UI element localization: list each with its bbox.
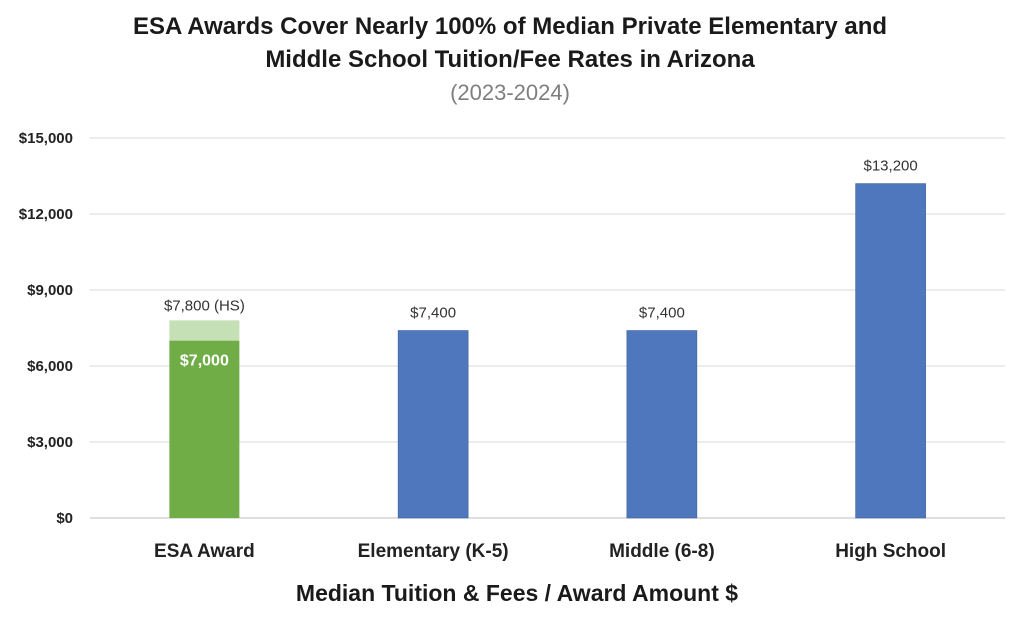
x-category-label: ESA Award [154,541,255,562]
chart-subtitle: (2023-2024) [450,80,570,105]
x-category-label: Elementary (K-5) [358,541,509,562]
y-tick-label: $12,000 [19,206,73,223]
bar [626,330,698,519]
bar-value-label: $13,200 [864,158,918,175]
bar-extra-segment [169,320,240,341]
y-tick-label: $15,000 [19,130,73,147]
bar-extra-label: $7,800 (HS) [164,297,245,314]
x-category-label: Middle (6-8) [609,541,715,562]
chart-title-line-1: ESA Awards Cover Nearly 100% of Median P… [132,13,888,40]
bar [169,340,240,518]
chart-title-block: ESA Awards Cover Nearly 100% of Median P… [0,10,1020,108]
bar-value-label: $7,400 [639,305,685,322]
x-category-label: High School [835,541,946,562]
y-tick-label: $0 [56,510,73,527]
y-tick-label: $9,000 [27,282,73,299]
bar [397,330,469,519]
y-tick-label: $3,000 [27,434,73,451]
chart-title-line-2: Middle School Tuition/Fee Rates in Arizo… [265,46,755,73]
bar [855,183,926,519]
y-tick-label: $6,000 [27,358,73,375]
bar-value-label: $7,000 [180,353,229,370]
x-axis-label: Median Tuition & Fees / Award Amount $ [296,580,738,606]
bar-value-label: $7,400 [410,305,456,322]
